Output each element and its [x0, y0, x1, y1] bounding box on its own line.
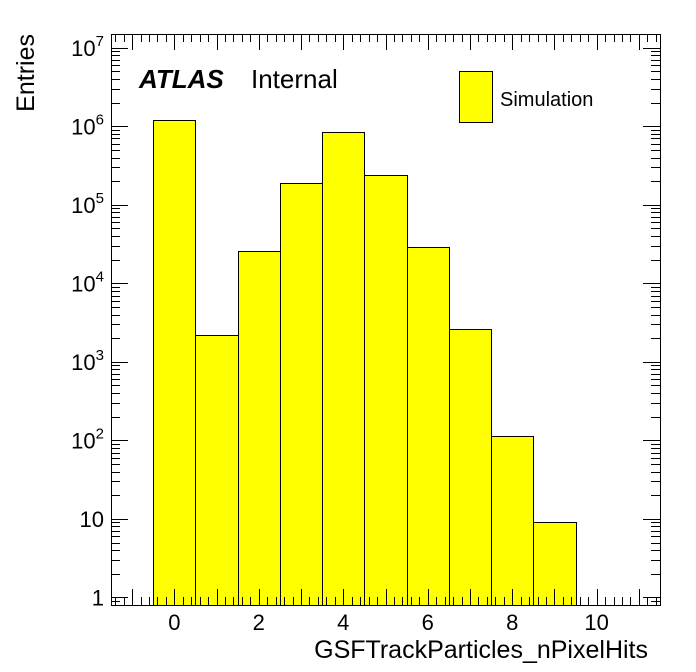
y-tick-label: 102 [71, 425, 104, 453]
x-tick-label: 4 [337, 610, 349, 635]
histogram-bar [280, 183, 323, 606]
histogram-bar [364, 175, 408, 606]
histogram-bar [238, 251, 281, 606]
histogram-bar [449, 329, 492, 606]
x-axis-label: GSFTrackParticles_nPixelHits [314, 636, 648, 664]
y-tick-label: 107 [71, 33, 104, 61]
x-tick-labels: 0 2 4 6 8 10 [168, 610, 609, 635]
plot-frame [111, 34, 661, 606]
histogram-bar [153, 120, 196, 606]
histogram-bar [322, 132, 365, 606]
y-tick-label: 10 [80, 507, 104, 532]
y-tick-label: 103 [71, 347, 104, 375]
legend: Simulation [459, 71, 593, 123]
histogram-bar [195, 335, 239, 606]
y-axis-label: Entries [12, 34, 40, 112]
x-tick-label: 2 [253, 610, 265, 635]
y-tick-label: 106 [71, 111, 104, 139]
y-tick-label: 104 [71, 268, 104, 296]
histogram-bars [153, 120, 577, 606]
y-tick-label: 105 [71, 190, 104, 218]
x-tick-label: 0 [168, 610, 180, 635]
x-tick-label: 10 [584, 610, 608, 635]
histogram-bar [407, 247, 450, 606]
y-tick-labels: 1 10 102 103 104 105 106 107 [71, 33, 104, 611]
legend-swatch-simulation [459, 71, 493, 123]
legend-label-simulation: Simulation [500, 89, 593, 111]
x-tick-label: 8 [506, 610, 518, 635]
atlas-label: ATLAS [138, 64, 224, 94]
axis-ticks [111, 34, 660, 606]
y-tick-label: 1 [92, 585, 104, 610]
histogram-bar [491, 436, 534, 606]
x-tick-label: 6 [422, 610, 434, 635]
internal-label: Internal [251, 64, 338, 94]
